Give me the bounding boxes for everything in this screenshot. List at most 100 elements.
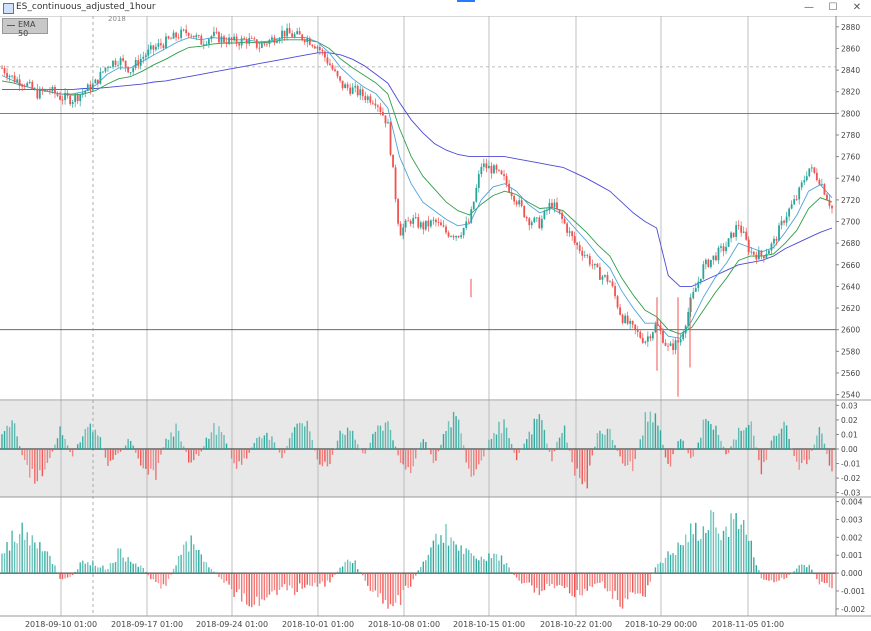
oscillator-bar (1, 434, 3, 449)
oscillator-bar (510, 443, 513, 449)
oscillator-bar (64, 438, 66, 449)
momentum-tick-label: 0.002 (841, 533, 863, 542)
oscillator-bar (31, 449, 33, 469)
oscillator-bar (119, 449, 122, 452)
momentum-bar (372, 573, 374, 592)
momentum-bar (473, 555, 475, 574)
legend[interactable]: EMA 50 (2, 18, 48, 38)
candle-body (162, 45, 165, 49)
candle-body (250, 38, 253, 39)
momentum-bar (538, 573, 541, 596)
candle-body (286, 28, 288, 37)
candle-body (303, 39, 306, 43)
candle-body (568, 231, 571, 233)
momentum-bar (601, 573, 604, 582)
candle-body (621, 314, 624, 323)
candle-body (785, 216, 788, 223)
oscillator-bar (187, 449, 190, 463)
oscillator-bar (614, 445, 616, 449)
oscillator-bar (818, 427, 821, 449)
candle-body (790, 204, 793, 209)
oscillator-bar (601, 433, 604, 449)
candle-body (664, 342, 667, 346)
oscillator-bar (286, 445, 288, 449)
maximize-button[interactable]: ☐ (828, 2, 838, 13)
crosshair-label: 2018 (108, 16, 126, 23)
momentum-bar (404, 573, 407, 586)
momentum-bar (283, 573, 286, 585)
chart-canvas[interactable]: 2018 2018-09-10 01:00 2018-09-17 01:00 201… (0, 16, 871, 631)
x-tick-label: 2018-10-15 01:00 (453, 620, 525, 629)
oscillator-bar (69, 449, 71, 453)
candle-body (530, 222, 533, 226)
candle-body (813, 167, 816, 173)
candle-body (604, 275, 606, 277)
oscillator-bar (112, 449, 114, 460)
momentum-bar (528, 573, 530, 583)
momentum-bar (485, 560, 488, 574)
candle-body (230, 37, 233, 41)
candle-body (366, 96, 369, 100)
momentum-bar (826, 573, 828, 584)
oscillator-bar (707, 420, 710, 449)
candle-body (609, 281, 611, 283)
oscillator-bar (357, 444, 359, 449)
momentum-bar (3, 553, 6, 574)
momentum-bar (712, 511, 715, 574)
oscillator-bar (291, 432, 293, 449)
oscillator-bar (152, 449, 155, 471)
candle-body (134, 60, 137, 68)
oscillator-bar (417, 449, 419, 450)
momentum-bar (59, 573, 61, 579)
momentum-bar (233, 573, 235, 597)
oscillator-bar (551, 449, 553, 462)
candle-body (482, 163, 485, 167)
candle-body (248, 38, 251, 44)
x-tick-label: 2018-09-10 01:00 (25, 620, 97, 629)
momentum-bar (306, 573, 308, 585)
candle-body (778, 225, 780, 241)
oscillator-bar (500, 433, 503, 449)
candle-body (760, 250, 763, 257)
oscillator-bar (382, 430, 384, 449)
momentum-bar (384, 573, 387, 600)
momentum-bar (669, 554, 672, 574)
close-button[interactable]: ✕ (852, 2, 862, 13)
candle-body (399, 223, 402, 236)
oscillator-bar (16, 436, 18, 449)
momentum-bar (71, 573, 74, 576)
oscillator-bar (404, 449, 407, 470)
minimize-button[interactable]: — (804, 2, 814, 13)
oscillator-bar (145, 449, 147, 469)
oscillator-tick-label: -0.03 (841, 489, 861, 498)
oscillator-bar (140, 449, 142, 466)
momentum-bar (41, 551, 44, 574)
oscillator-bar (571, 449, 573, 463)
candle-body (821, 184, 823, 185)
candle-body (33, 88, 36, 90)
oscillator-bar (205, 437, 208, 449)
momentum-bar (483, 559, 485, 574)
oscillator-bar (99, 437, 102, 449)
candle-body (1, 67, 3, 69)
momentum-bar (556, 573, 558, 586)
candle-body (740, 225, 743, 233)
oscillator-bar (114, 449, 117, 455)
momentum-bar (157, 573, 160, 584)
oscillator-bar (735, 439, 737, 449)
candle-body (520, 200, 523, 206)
candle-body (278, 38, 281, 42)
oscillator-tick-label: -0.01 (841, 460, 861, 469)
momentum-bar (228, 573, 230, 585)
candle-body (649, 336, 652, 339)
oscillator-bar (672, 449, 674, 455)
momentum-bar (579, 573, 581, 596)
momentum-bar (374, 573, 377, 591)
candle-body (755, 254, 758, 260)
oscillator-bar (692, 449, 694, 457)
oscillator-bar (674, 448, 677, 449)
oscillator-bar (34, 449, 36, 484)
momentum-bar (818, 573, 821, 585)
momentum-bar (831, 573, 833, 589)
momentum-bar (248, 573, 250, 607)
